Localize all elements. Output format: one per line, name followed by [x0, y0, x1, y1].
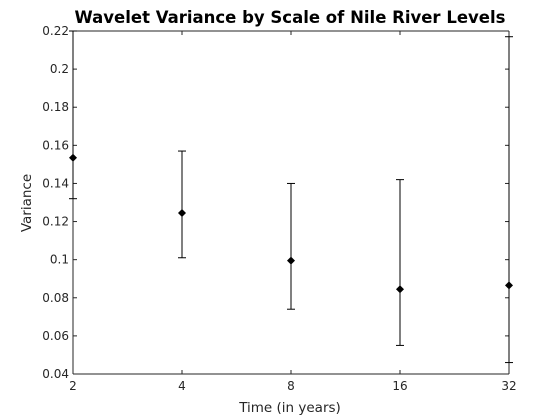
y-tick-label: 0.14: [42, 176, 69, 190]
data-point: [287, 256, 295, 265]
error-bars: [69, 30, 513, 364]
x-tick-label: 16: [392, 379, 407, 393]
error-bar: [396, 179, 404, 346]
x-tick-label: 4: [178, 379, 186, 393]
y-tick-label: 0.1: [50, 253, 69, 267]
y-axis-ticks: 0.04 0.06 0.08 0.1 0.12 0.14 0.16 0.18 0.2 0.22: [42, 24, 509, 381]
x-tick-label: 8: [287, 379, 295, 393]
chart-title: Wavelet Variance by Scale of Nile River …: [75, 8, 506, 27]
data-point: [505, 281, 513, 290]
error-bar: [69, 30, 77, 200]
y-tick-label: 0.04: [42, 367, 69, 381]
error-bar: [505, 36, 513, 364]
x-tick-label: 2: [69, 379, 77, 393]
error-bar: [287, 182, 295, 310]
y-tick-label: 0.16: [42, 138, 69, 152]
y-tick-label: 0.2: [50, 62, 69, 76]
y-tick-label: 0.22: [42, 24, 69, 38]
x-tick-label: 32: [501, 379, 516, 393]
data-point: [178, 208, 186, 217]
data-markers: [69, 153, 513, 294]
y-tick-label: 0.18: [42, 100, 69, 114]
y-tick-label: 0.12: [42, 215, 69, 229]
y-tick-label: 0.06: [42, 329, 69, 343]
data-point: [396, 285, 404, 294]
y-axis-label: Variance: [19, 174, 35, 232]
y-tick-label: 0.08: [42, 291, 69, 305]
x-axis-ticks: 2 4 8 16 32: [69, 31, 517, 393]
error-bar: [178, 150, 186, 259]
data-point: [69, 153, 77, 162]
x-axis-label: Time (in years): [238, 400, 341, 416]
